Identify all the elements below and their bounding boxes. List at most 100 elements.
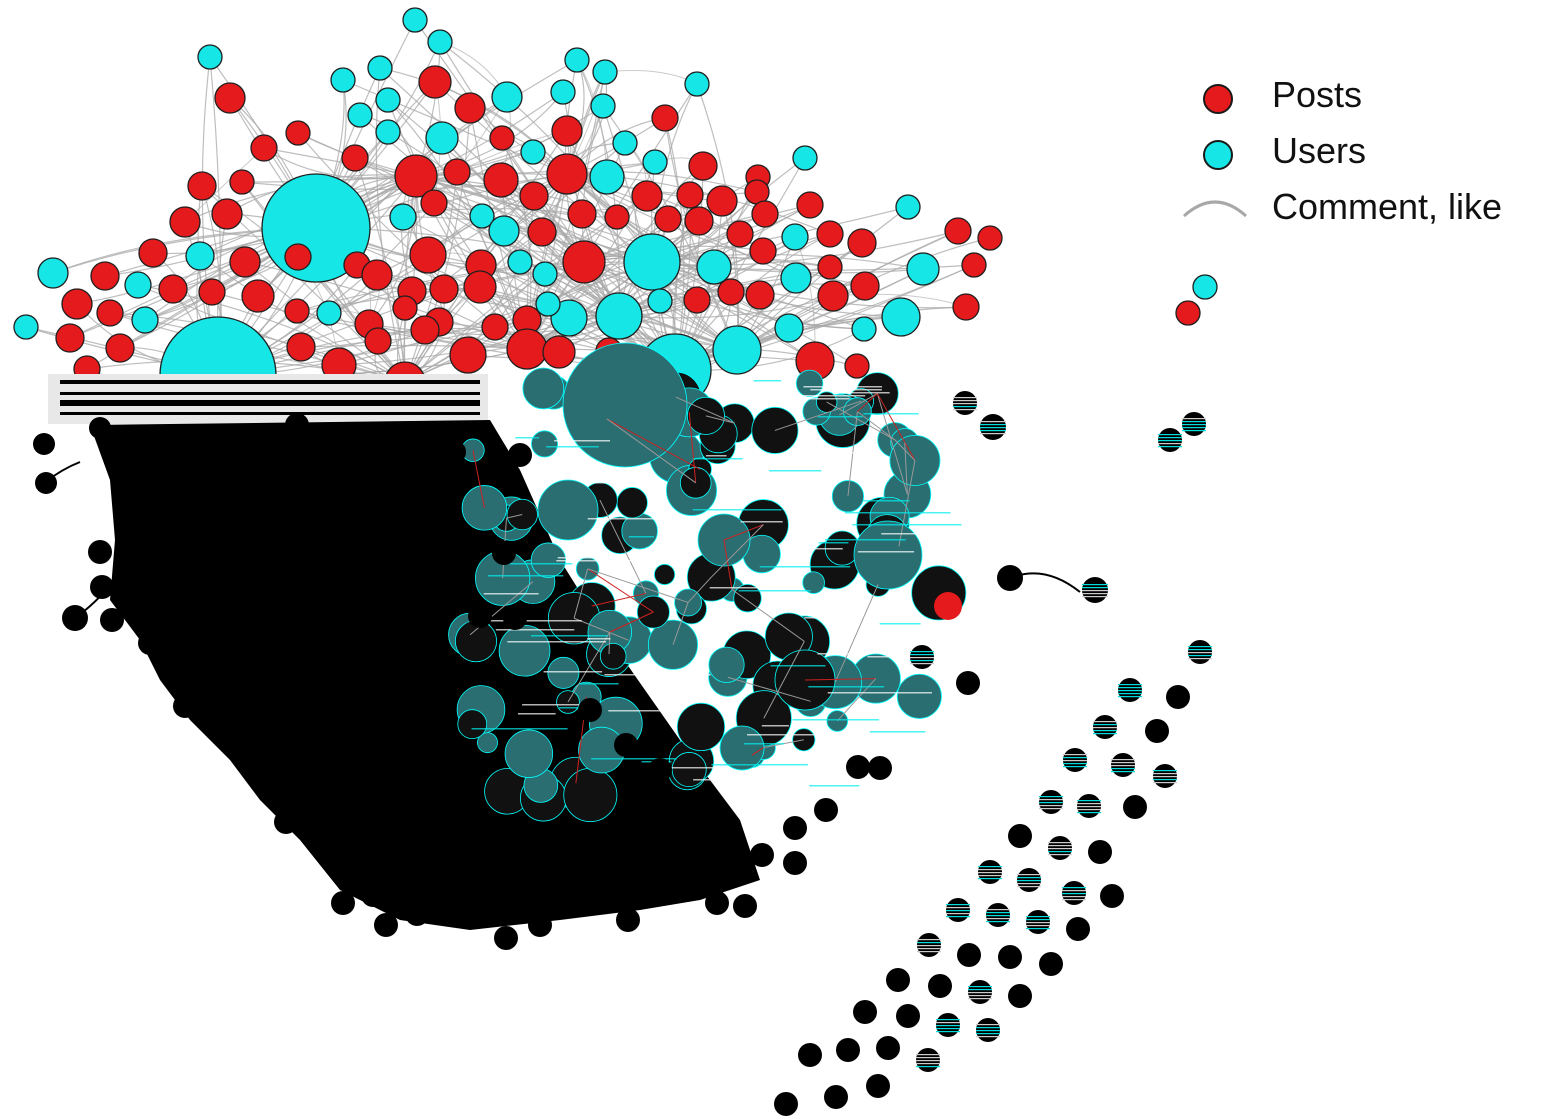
artifact-scanline <box>1182 421 1206 423</box>
legend-label-users: Users <box>1272 130 1367 171</box>
artifact-scanline <box>515 437 540 439</box>
artifact-scanline <box>1082 596 1108 598</box>
artifact-blob <box>648 758 672 782</box>
artifact-edge <box>599 499 647 594</box>
artifact-scanline <box>578 683 619 685</box>
artifact-edge <box>727 676 811 702</box>
artifact-blob <box>392 875 416 899</box>
artifact-scanline <box>1158 446 1182 448</box>
artifact-scanline <box>817 653 854 655</box>
artifact-blob <box>928 974 952 998</box>
artifact-scanline <box>556 560 633 562</box>
artifact-scanline <box>827 692 933 694</box>
artifact-scanline <box>1062 890 1086 892</box>
artifact-blob <box>187 578 211 602</box>
artifact-scanline <box>1093 727 1117 729</box>
user-node <box>550 79 576 105</box>
artifact-scanline <box>910 663 934 665</box>
artifact-scanline <box>1188 655 1212 657</box>
artifact-blob <box>1008 824 1032 848</box>
artifact-stripe <box>60 400 480 406</box>
user-node <box>589 159 625 195</box>
user-node <box>642 149 668 175</box>
artifact-edge <box>763 641 805 719</box>
artifact-blob <box>440 891 464 915</box>
artifact-blob <box>578 698 602 722</box>
artifact-node <box>795 369 824 398</box>
legend-label-edge: Comment, like <box>1272 186 1503 227</box>
artifact-blob <box>176 653 200 677</box>
user-node <box>881 297 921 337</box>
post-node <box>286 332 316 362</box>
graph-edge <box>104 175 417 277</box>
artifact-scanline <box>1188 658 1212 660</box>
artifact-scanline <box>917 951 941 953</box>
post-node <box>481 313 509 341</box>
artifact-node <box>498 624 551 677</box>
post-node <box>105 333 135 363</box>
artifact-edge <box>573 617 629 641</box>
artifact-scanline <box>863 413 919 415</box>
artifact-scanline <box>1153 776 1177 778</box>
user-node <box>427 29 453 55</box>
artifact-scanline <box>711 764 808 766</box>
artifact-scanline <box>587 518 658 520</box>
artifact-scanline <box>953 403 977 405</box>
artifact-scanline <box>554 440 611 442</box>
artifact-scanline <box>978 869 1002 871</box>
artifact-scanline <box>1077 812 1101 814</box>
artifact-scanline <box>705 455 727 457</box>
artifact-scanline <box>517 713 556 715</box>
user-node <box>367 55 393 81</box>
artifact-blob <box>33 433 55 455</box>
user-node <box>425 121 459 155</box>
user-node <box>590 93 616 119</box>
artifact-edge <box>710 524 764 578</box>
artifact-scanline <box>608 710 666 712</box>
artifact-blob <box>244 725 268 749</box>
user-node <box>347 102 373 128</box>
post-node <box>284 243 312 271</box>
artifact-scanline <box>1093 721 1117 723</box>
artifact-blob <box>361 883 385 907</box>
artifact-edge <box>731 589 805 642</box>
artifact-blob <box>886 968 910 992</box>
artifact-blob <box>750 843 774 867</box>
artifact-edge <box>894 439 916 461</box>
artifact-scanline <box>1063 760 1087 762</box>
artifact-scanline <box>808 686 885 688</box>
post-node <box>198 278 226 306</box>
artifact-scanline <box>843 392 890 394</box>
post-node <box>410 315 440 345</box>
artifact-scanline <box>976 1036 1000 1038</box>
post-node <box>654 205 682 233</box>
artifact-node <box>679 467 712 499</box>
artifact-edge <box>705 415 735 424</box>
artifact-scanline <box>946 907 970 909</box>
user-node <box>197 44 223 70</box>
post-node <box>506 328 548 370</box>
artifact-scanline <box>1182 430 1206 432</box>
artifact-blob <box>998 945 1022 969</box>
artifact-blob <box>288 778 312 802</box>
artifact-node <box>562 342 688 468</box>
artifact-edge <box>857 411 896 441</box>
artifact-scanline <box>978 866 1002 868</box>
artifact-scanline <box>968 998 992 1000</box>
artifact-scanline <box>1182 424 1206 426</box>
artifact-edge <box>898 460 916 547</box>
post-node <box>429 274 459 304</box>
artifact-blob <box>846 755 870 779</box>
artifact-blob <box>89 417 111 439</box>
artifact-stripe <box>60 380 480 384</box>
artifact-blob <box>1166 685 1190 709</box>
artifact-scanline <box>1026 922 1050 924</box>
graph-edge <box>526 220 700 350</box>
artifact-scanline <box>799 395 866 397</box>
artifact-scanline <box>743 743 785 745</box>
user-node <box>488 215 520 247</box>
artifact-blob <box>374 913 398 937</box>
artifact-blob <box>478 881 502 905</box>
artifact-blob <box>494 926 518 950</box>
graph-edge <box>439 41 653 263</box>
